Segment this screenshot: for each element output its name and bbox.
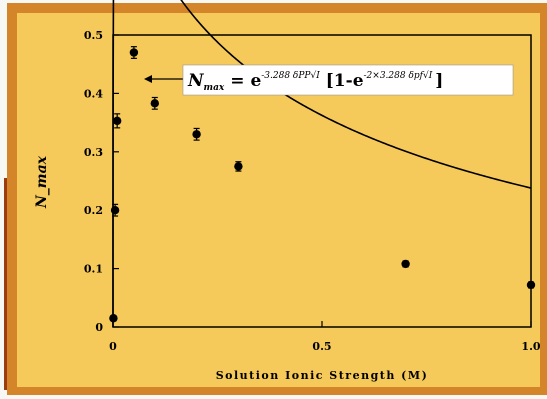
x-tick-label: 0 (109, 340, 117, 353)
y-tick-label: 0.4 (84, 87, 103, 100)
data-point (234, 162, 243, 171)
y-tick-label: 0.2 (84, 204, 103, 217)
equation-box (182, 64, 514, 96)
data-point (150, 99, 159, 108)
data-points-group (109, 46, 536, 323)
fit-curve-line (112, 0, 532, 327)
data-point (112, 116, 122, 126)
data-point (401, 259, 410, 269)
data-point (192, 130, 201, 139)
data-point (109, 314, 118, 323)
x-axis-ticks: 0 0.5 1.0 (109, 321, 541, 353)
x-tick-label: 0.5 (312, 340, 331, 353)
x-axis-label: Solution Ionic Strength (M) (216, 369, 429, 382)
equation-sup1: -3.288 δPP√I (261, 70, 320, 81)
equation-sup2: -2×3.288 δpf√I (364, 70, 433, 81)
y-tick-label: 0 (95, 321, 103, 334)
y-tick-label: 0.1 (84, 263, 103, 276)
fit-curve-group (112, 0, 532, 327)
data-point (110, 206, 120, 215)
equation-lhs: N (187, 71, 205, 91)
data-point (526, 280, 536, 290)
data-point (129, 48, 139, 57)
equation-lhs-sub: max (204, 83, 225, 93)
y-tick-label: 0.5 (84, 29, 103, 42)
left-accent-bar (4, 178, 7, 390)
equation-text: Nmax = e-3.288 δPP√I [1-e-2×3.288 δpf√I] (187, 70, 443, 93)
x-tick-label: 1.0 (521, 340, 540, 353)
equation-rhs: = e (230, 71, 261, 91)
y-tick-label: 0.3 (84, 146, 103, 159)
equation-bracket: [1-e (326, 71, 364, 91)
equation-pointer-arrowhead (144, 75, 152, 83)
y-axis-ticks: 0 0.1 0.2 0.3 0.4 0.5 (84, 29, 119, 334)
y-axis-label: N_max (34, 155, 50, 209)
equation-close: ] (435, 71, 443, 91)
